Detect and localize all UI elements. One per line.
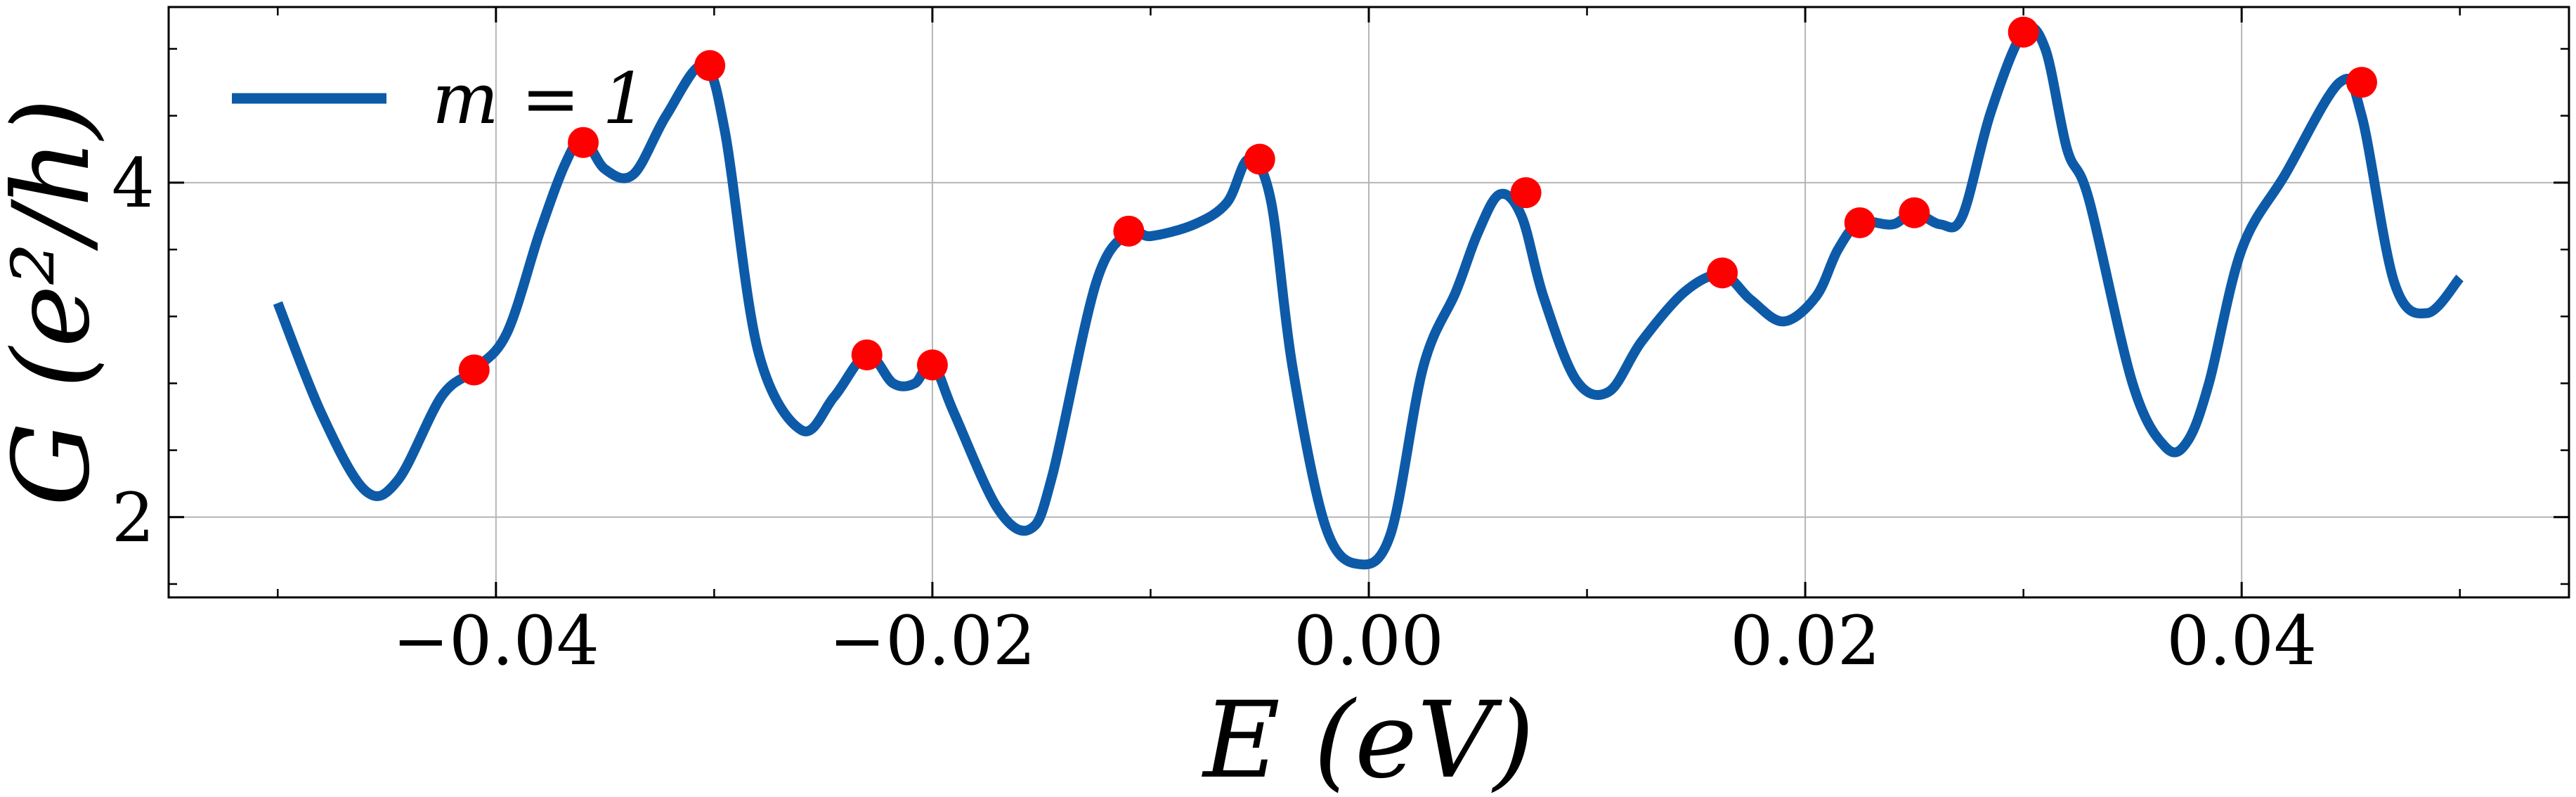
- peak-marker: [568, 127, 599, 158]
- peak-marker: [2346, 67, 2377, 98]
- grid-lines: [169, 7, 2569, 597]
- y-tick-labels: 24: [112, 144, 155, 557]
- legend-entry: m = 1: [432, 58, 647, 140]
- legend: m = 1: [232, 58, 647, 140]
- peak-marker: [1707, 257, 1738, 289]
- peak-marker: [1244, 143, 1275, 175]
- series-layer: [273, 22, 2464, 570]
- x-tick-label: 0.02: [1730, 602, 1880, 680]
- y-tick-label: 2: [112, 479, 155, 557]
- x-tick-label: 0.04: [2166, 602, 2317, 680]
- peak-marker: [458, 354, 490, 386]
- y-tick-label: 4: [112, 144, 155, 223]
- peak-marker: [851, 339, 883, 370]
- tick-marks: [169, 7, 2569, 597]
- y-axis-label: G (e²/h): [0, 98, 113, 507]
- x-tick-label: −0.02: [829, 602, 1036, 680]
- series-line: [273, 22, 2464, 570]
- x-tick-labels: −0.04 −0.02 0.00 0.02 0.04: [393, 602, 2317, 680]
- marker-layer: [458, 16, 2377, 386]
- peak-marker: [2008, 16, 2039, 48]
- peak-marker: [694, 50, 726, 82]
- x-axis-label: E (eV): [1201, 680, 1534, 797]
- peak-marker: [1510, 177, 1542, 209]
- peak-marker: [916, 349, 948, 381]
- peak-marker: [1113, 215, 1145, 247]
- x-tick-label: −0.04: [393, 602, 599, 680]
- peak-marker: [1899, 197, 1930, 228]
- x-tick-label: 0.00: [1294, 602, 1444, 680]
- peak-marker: [1844, 207, 1875, 238]
